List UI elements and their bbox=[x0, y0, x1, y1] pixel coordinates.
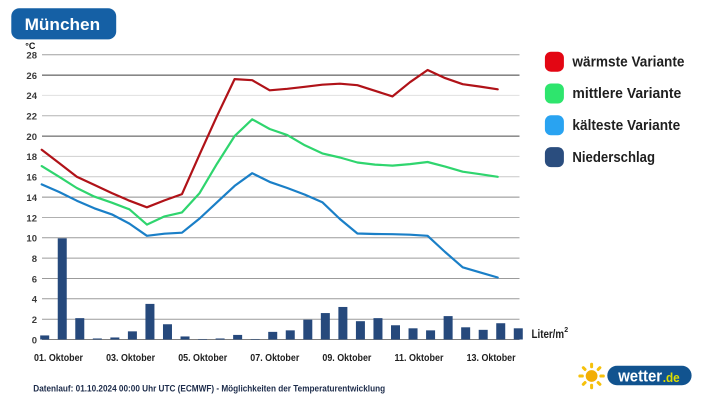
svg-text:13. Oktober: 13. Oktober bbox=[467, 353, 516, 364]
svg-text:Datenlauf: 01.10.2024 00:00 Uh: Datenlauf: 01.10.2024 00:00 Uhr UTC (ECM… bbox=[33, 384, 385, 394]
svg-text:Niederschlag: Niederschlag bbox=[572, 149, 655, 166]
svg-text:.de: .de bbox=[663, 370, 680, 385]
svg-text:22: 22 bbox=[26, 112, 37, 123]
svg-text:14: 14 bbox=[26, 193, 37, 204]
svg-text:16: 16 bbox=[26, 173, 37, 184]
svg-text:8: 8 bbox=[32, 254, 37, 265]
svg-text:11. Oktober: 11. Oktober bbox=[395, 353, 444, 364]
svg-text:01. Oktober: 01. Oktober bbox=[34, 353, 83, 364]
svg-text:wetter: wetter bbox=[617, 367, 662, 386]
svg-text:05. Oktober: 05. Oktober bbox=[178, 353, 227, 364]
svg-text:03. Oktober: 03. Oktober bbox=[106, 353, 155, 364]
svg-text:20: 20 bbox=[26, 132, 37, 143]
svg-text:4: 4 bbox=[32, 295, 38, 306]
svg-text:mittlere Variante: mittlere Variante bbox=[572, 85, 681, 102]
svg-text:26: 26 bbox=[26, 71, 37, 82]
svg-text:Liter/m: Liter/m bbox=[532, 329, 565, 341]
svg-text:6: 6 bbox=[32, 274, 37, 285]
svg-text:10: 10 bbox=[26, 234, 37, 245]
svg-text:09. Oktober: 09. Oktober bbox=[322, 353, 371, 364]
svg-text:kälteste Variante: kälteste Variante bbox=[572, 117, 680, 134]
svg-text:07. Oktober: 07. Oktober bbox=[250, 353, 299, 364]
svg-text:2: 2 bbox=[564, 327, 568, 334]
svg-text:°C: °C bbox=[25, 41, 36, 51]
svg-text:24: 24 bbox=[26, 91, 37, 102]
svg-text:28: 28 bbox=[26, 51, 37, 62]
svg-text:0: 0 bbox=[32, 335, 37, 346]
svg-text:2: 2 bbox=[32, 315, 37, 326]
svg-text:12: 12 bbox=[26, 213, 37, 224]
svg-text:München: München bbox=[25, 15, 101, 34]
svg-text:18: 18 bbox=[26, 152, 37, 163]
svg-text:wärmste Variante: wärmste Variante bbox=[571, 53, 684, 70]
